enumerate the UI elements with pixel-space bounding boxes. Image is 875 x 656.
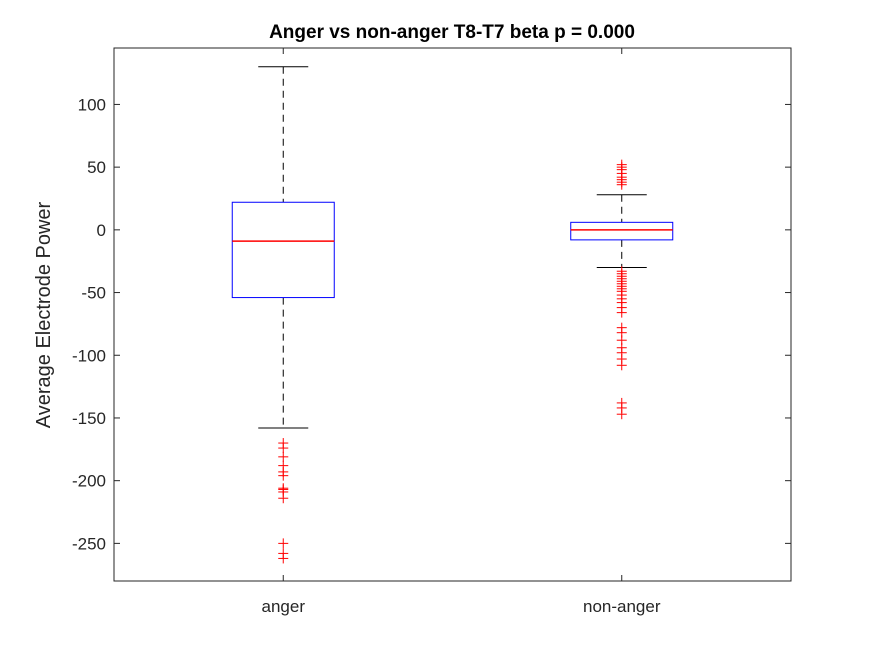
boxes-layer: [231, 66, 674, 564]
y-tick-label: -150: [72, 409, 106, 428]
iqr-box: [231, 201, 335, 299]
box-group-non-anger: [570, 159, 674, 420]
plot-area: [113, 47, 792, 582]
y-tick-label: -50: [81, 284, 106, 303]
y-tick-label: -200: [72, 472, 106, 491]
outlier-marker: [278, 443, 289, 454]
y-tick-label: -250: [72, 534, 106, 553]
iqr-box: [570, 221, 674, 241]
outlier-marker: [616, 360, 627, 371]
y-tick-label: -100: [72, 346, 106, 365]
box-group-anger: [231, 66, 335, 564]
x-tick-label: anger: [262, 597, 306, 616]
outlier-marker: [278, 553, 289, 564]
y-tick-label: 50: [87, 158, 106, 177]
outlier-marker: [616, 307, 627, 318]
y-tick-label: 100: [78, 95, 106, 114]
outlier-marker: [278, 470, 289, 481]
chart-title: Anger vs non-anger T8-T7 beta p = 0.000: [269, 22, 635, 43]
outlier-marker: [278, 538, 289, 549]
y-axis-label: Average Electrode Power: [33, 201, 55, 428]
x-axis: anger non-anger: [262, 48, 661, 616]
outlier-marker: [616, 179, 627, 190]
y-tick-label: 0: [97, 221, 106, 240]
outlier-marker: [278, 493, 289, 504]
outlier-marker: [616, 409, 627, 420]
y-axis: 100 50 0 -50 -100 -150 -200 -250: [72, 95, 791, 553]
outlier-marker: [278, 451, 289, 462]
x-tick-label: non-anger: [583, 597, 661, 616]
